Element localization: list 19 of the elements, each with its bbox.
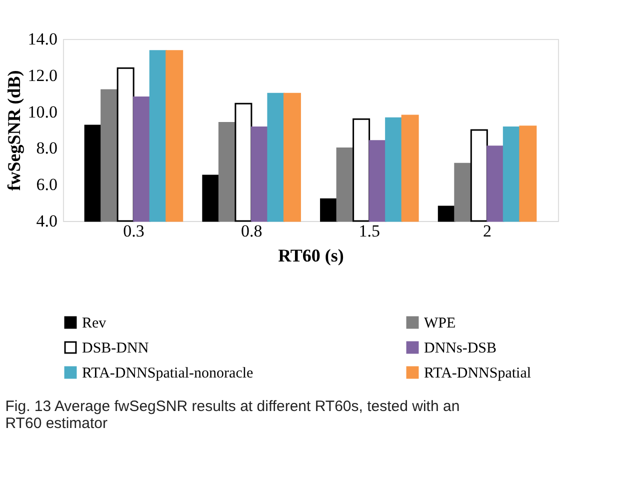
x-tick-label: 0.3: [123, 222, 144, 240]
x-tick-label: 0.8: [240, 222, 262, 240]
legend-label: Rev: [82, 316, 107, 332]
caption: Fig. 13 Average fwSegSNR results at different RT60s, tested with an RT60 estimator: [5, 398, 460, 432]
x-axis-title: RT60 (s): [278, 246, 344, 266]
legend-label: WPE: [424, 316, 456, 332]
x-tick-label: 2: [483, 222, 492, 240]
y-axis-title: fwSegSNR (dB): [4, 70, 24, 191]
x-tick-label: 1.5: [358, 222, 380, 240]
y-tick-label: 4.0: [36, 212, 58, 230]
legend-label: RTA-DNNSpatial: [424, 366, 532, 382]
y-tick-label: 8.0: [36, 138, 58, 158]
legend-label: RTA-DNNSpatial-nonoracle: [82, 366, 254, 382]
legend-label: DNNs-DSB: [424, 340, 497, 356]
y-tick-label: 6.0: [36, 175, 58, 194]
y-tick-label: 14.0: [28, 30, 58, 48]
legend-label: DSB-DNN: [82, 340, 149, 356]
y-tick-label: 12.0: [28, 66, 58, 85]
y-tick-label: 10.0: [28, 102, 58, 122]
